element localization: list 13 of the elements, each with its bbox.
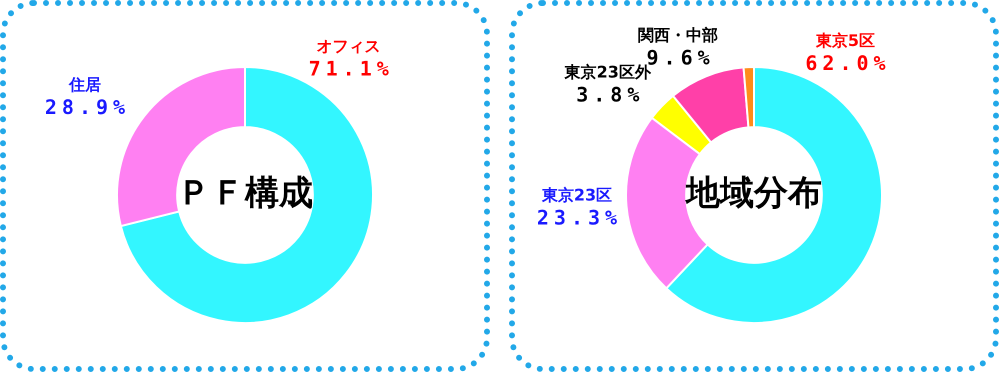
- slice-label: オフィス: [316, 36, 381, 56]
- data-label: 3.8%: [576, 82, 644, 107]
- data-label: 23.3%: [536, 206, 622, 230]
- slice-label: 東京5区: [814, 31, 876, 50]
- text: ＰＦ構成: [177, 172, 313, 213]
- data-label: 9.6%: [646, 46, 715, 70]
- slice-label: 住居: [68, 74, 101, 94]
- data-label: 28.9%: [44, 94, 130, 119]
- slice-label: 東京23区: [540, 186, 612, 205]
- text: 地域分布: [684, 172, 822, 213]
- data-label: 71.1%: [308, 56, 394, 80]
- slice-label: 関西・中部: [638, 26, 718, 45]
- data-label: 62.0%: [805, 51, 891, 76]
